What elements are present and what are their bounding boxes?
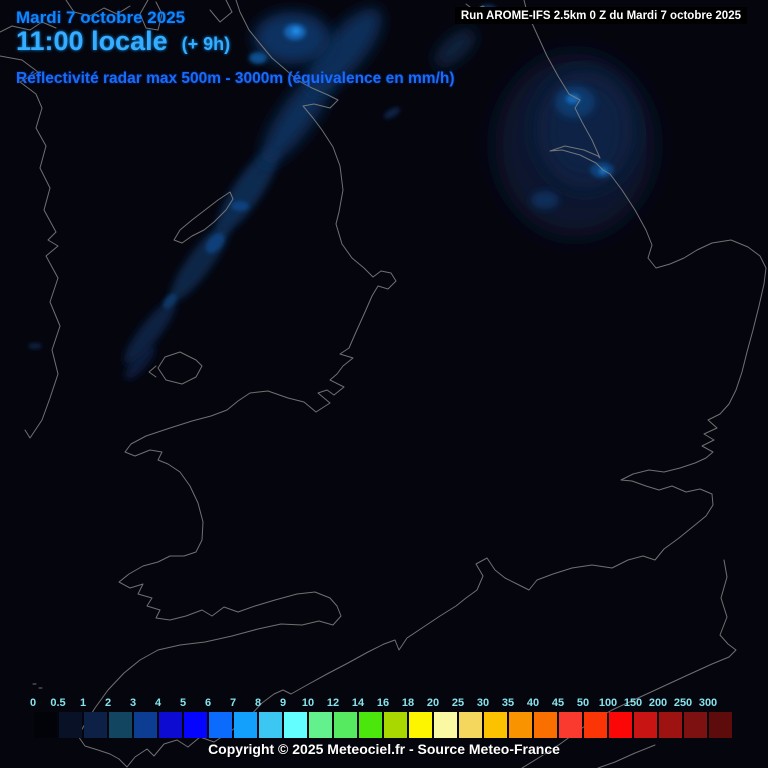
legend-label: 40	[526, 697, 540, 709]
coastline-france-somme	[597, 744, 656, 768]
legend-label: 300	[698, 697, 718, 709]
legend-swatch	[509, 712, 532, 738]
legend-label: 250	[673, 697, 693, 709]
legend-swatch	[234, 712, 257, 738]
legend-swatch	[359, 712, 382, 738]
legend-swatch	[384, 712, 407, 738]
legend-label: 0	[29, 697, 37, 709]
coastline-rhins-peninsula	[139, 0, 163, 31]
legend-swatch	[134, 712, 157, 738]
legend-label: 25	[451, 697, 465, 709]
legend-swatch	[459, 712, 482, 738]
legend-swatch	[159, 712, 182, 738]
legend-label: 4	[154, 697, 162, 709]
legend-label: 6	[204, 697, 212, 709]
legend-swatch	[34, 712, 57, 738]
legend-label: 2	[104, 697, 112, 709]
legend-label: 16	[376, 697, 390, 709]
time-text: 11:00 locale	[16, 26, 168, 56]
coastline-ireland	[0, 55, 61, 439]
legend-label: 1	[79, 697, 87, 709]
legend-swatch	[584, 712, 607, 738]
legend-label: 35	[501, 697, 515, 709]
legend-swatch	[209, 712, 232, 738]
forecast-offset-label: (+ 9h)	[181, 34, 231, 54]
coastline-holy-island	[148, 365, 157, 378]
legend-scale: 0 0.5 1 2 3 4 5 6 7 8 9 10 12 14 16 18 20 25 30 35 40 45 50 100…	[0, 697, 768, 742]
legend-label: 12	[326, 697, 340, 709]
radar-echoes	[28, 5, 655, 380]
legend-swatch	[309, 712, 332, 738]
coastline-galloway	[65, 0, 131, 17]
legend-label: 50	[576, 697, 590, 709]
legend-swatch	[709, 712, 732, 738]
legend-swatch	[184, 712, 207, 738]
legend-label: 30	[476, 697, 490, 709]
copyright-label: Copyright © 2025 Meteociel.fr - Source M…	[208, 741, 560, 757]
legend-label: 3	[129, 697, 137, 709]
legend-swatch	[84, 712, 107, 738]
date-label: Mardi 7 octobre 2025	[16, 8, 186, 27]
legend-swatch	[609, 712, 632, 738]
legend-swatch	[259, 712, 282, 738]
legend-label: 14	[351, 697, 365, 709]
model-run-label: Run AROME-IFS 2.5km 0 Z du Mardi 7 octob…	[454, 7, 747, 24]
legend-label: 20	[426, 697, 440, 709]
legend-swatch	[59, 712, 82, 738]
coastline-scilly	[32, 683, 43, 689]
local-time-label: 11:00 locale (+ 9h)	[16, 26, 230, 57]
legend-swatch	[659, 712, 682, 738]
legend-label: 7	[229, 697, 237, 709]
legend-swatch	[484, 712, 507, 738]
legend-swatch	[634, 712, 657, 738]
product-title: Réflectivité radar max 500m - 3000m (équ…	[16, 70, 455, 87]
legend-label: 8	[254, 697, 262, 709]
legend-swatch	[684, 712, 707, 738]
legend-label: 0.5	[50, 697, 66, 709]
legend-label: 9	[279, 697, 287, 709]
coastline-isle-of-man	[173, 191, 234, 244]
legend-label: 200	[648, 697, 668, 709]
coastline-scotland-fragments	[0, 21, 57, 33]
coastline-anglesey	[157, 351, 203, 385]
legend-label: 45	[551, 697, 565, 709]
coastline-great-britain	[77, 0, 767, 768]
legend-label: 10	[301, 697, 315, 709]
legend-label: 18	[401, 697, 415, 709]
legend-label: 100	[598, 697, 618, 709]
legend-swatch	[409, 712, 432, 738]
legend-swatch	[284, 712, 307, 738]
legend-swatch	[434, 712, 457, 738]
legend-swatch	[534, 712, 557, 738]
legend-swatch	[334, 712, 357, 738]
legend-swatch	[559, 712, 582, 738]
legend-swatch	[109, 712, 132, 738]
legend-label: 150	[623, 697, 643, 709]
legend-label: 5	[179, 697, 187, 709]
coastline-solway-fragment	[209, 0, 233, 23]
